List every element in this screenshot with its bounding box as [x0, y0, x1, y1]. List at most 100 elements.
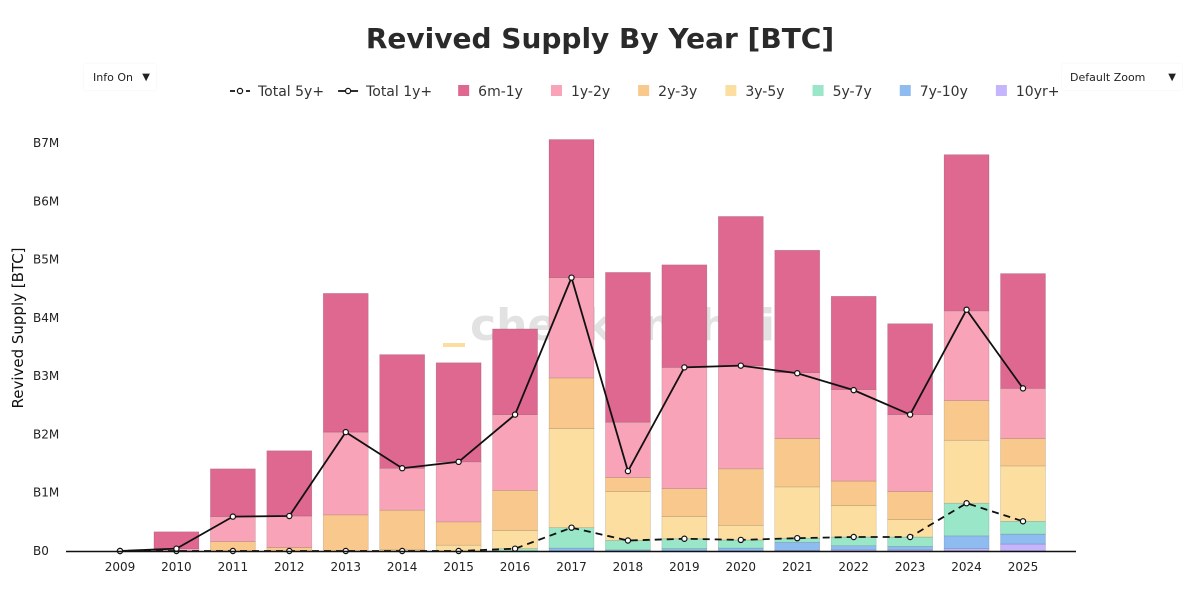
- legend-item-1y-2y: 1y-2y: [550, 84, 610, 100]
- point-total-1y--2012: [286, 512, 293, 520]
- bar-2y-3y-2015: [435, 521, 482, 546]
- point-total-5y--2023: [906, 533, 914, 541]
- point-total-1y--2011: [229, 513, 237, 520]
- legend-marker: [344, 87, 352, 95]
- y-tick-label: B6M: [33, 194, 59, 208]
- bar-6m-1y-2022: [830, 295, 877, 390]
- chevron-down-icon: ▼: [142, 71, 150, 83]
- point-total-5y--2017: [568, 524, 575, 531]
- bar-7y-10y-2024: [943, 535, 990, 549]
- point-total-1y--2019: [681, 364, 688, 371]
- legend-item-6m-1y: 6m-1y: [458, 84, 523, 100]
- y-tick-label: B5M: [33, 253, 59, 267]
- bar-6m-1y-2015: [435, 362, 482, 463]
- x-tick-label: 2025: [1008, 560, 1039, 574]
- bar-2y-3y-2023: [887, 491, 933, 520]
- bar-3y-5y-2022: [830, 505, 877, 538]
- bar-3y-5y-2018: [605, 491, 651, 541]
- y-axis-label: Revived Supply [BTC]: [9, 247, 27, 408]
- point-total-5y--2020: [737, 536, 745, 544]
- bar-6m-1y-2019: [661, 264, 708, 368]
- x-tick-label: 2017: [556, 560, 587, 574]
- chevron-down-icon: ▼: [1168, 71, 1176, 83]
- x-tick-label: 2023: [895, 560, 926, 574]
- bar-2y-3y-2017: [548, 377, 595, 429]
- bar-1y-2y-2011: [210, 516, 256, 542]
- x-tick-label: 2012: [274, 560, 305, 574]
- bar-2y-3y-2025: [1000, 438, 1046, 467]
- bar-2y-3y-2022: [830, 480, 877, 506]
- bar-1y-2y-2025: [1000, 388, 1046, 439]
- legend-swatch: [638, 85, 650, 96]
- x-tick-label: 2019: [669, 560, 700, 574]
- point-total-1y--2010: [173, 545, 180, 552]
- point-total-1y--2020: [737, 362, 745, 369]
- point-total-5y--2018: [624, 537, 632, 544]
- bar-1y-2y-2019: [661, 367, 708, 489]
- bar-6m-1y-2024: [943, 154, 990, 312]
- legend-marker: [236, 87, 244, 95]
- watermark-mark: [443, 343, 465, 347]
- legend-label: 7y-10y: [920, 84, 968, 100]
- x-tick-label: 2015: [443, 560, 474, 574]
- legend-item-2y-3y: 2y-3y: [638, 84, 697, 100]
- bar-6m-1y-2014: [379, 354, 425, 469]
- legend-label: 2y-3y: [658, 84, 697, 100]
- point-total-1y--2025: [1019, 385, 1027, 392]
- legend-swatch: [458, 85, 470, 96]
- bar-7y-10y-2017: [548, 547, 595, 552]
- bar-2y-3y-2014: [379, 509, 425, 551]
- x-tick-label: 2013: [330, 560, 361, 574]
- legend-swatch: [725, 85, 737, 96]
- bar-1y-2y-2021: [774, 372, 821, 439]
- legend-item-10yr-: 10yr+: [995, 84, 1059, 100]
- legend-item-5y-7y: 5y-7y: [812, 84, 872, 100]
- point-total-1y--2024: [963, 306, 970, 313]
- legend-label: 3y-5y: [745, 84, 784, 100]
- bar-3y-5y-2021: [774, 486, 821, 539]
- bar-2y-3y-2013: [322, 514, 369, 552]
- bar-7y-10y-2022: [830, 545, 877, 551]
- bar-1y-2y-2013: [322, 431, 369, 516]
- point-total-1y--2021: [794, 370, 801, 377]
- legend-item-total-5y-: Total 5y+: [230, 84, 324, 100]
- bar-6m-1y-2011: [210, 468, 256, 517]
- bar-2y-3y-2018: [605, 477, 651, 492]
- axes: B0 B1M B2M B3M B4M B5M B6M B7M 2009 2010 2011 2012 2…: [33, 136, 1076, 574]
- bar-7y-10y-2025: [1000, 533, 1046, 545]
- bar-6m-1y-2016: [492, 328, 538, 415]
- legend-label: Total 1y+: [365, 84, 432, 100]
- legend-swatch: [812, 85, 824, 96]
- x-tick-label: 2016: [500, 560, 531, 574]
- info-toggle-dropdown[interactable]: Info On ▼: [84, 64, 156, 90]
- point-total-1y--2015: [455, 458, 462, 466]
- bar-2y-3y-2016: [492, 490, 538, 531]
- y-tick-label: B0: [33, 544, 49, 558]
- bar-6m-1y-2018: [605, 272, 651, 423]
- legend-item-7y-10y: 7y-10y: [899, 84, 968, 100]
- bar-2y-3y-2019: [661, 488, 708, 517]
- bar-3y-5y-2017: [548, 428, 595, 528]
- x-tick-label: 2010: [161, 560, 192, 574]
- point-total-1y--2022: [850, 386, 857, 394]
- bar-6m-1y-2017: [548, 139, 595, 278]
- point-total-1y--2016: [511, 411, 519, 418]
- zoom-dropdown[interactable]: Default Zoom ▼: [1062, 64, 1182, 90]
- y-tick-label: B4M: [33, 311, 59, 325]
- y-tick-label: B3M: [33, 369, 59, 383]
- point-total-5y--2024: [963, 500, 970, 507]
- point-total-1y--2014: [398, 465, 406, 472]
- bar-6m-1y-2021: [774, 249, 821, 373]
- legend-swatch: [550, 85, 562, 96]
- bar-3y-5y-2024: [943, 439, 990, 504]
- bar-7y-10y-2020: [718, 547, 764, 552]
- x-tick-label: 2020: [726, 560, 757, 574]
- legend-swatch: [995, 85, 1007, 96]
- bar-7y-10y-2023: [887, 546, 933, 551]
- bar-1y-2y-2023: [887, 414, 933, 492]
- bar-1y-2y-2022: [830, 389, 877, 482]
- x-tick-label: 2024: [951, 560, 982, 574]
- point-total-5y--2021: [794, 534, 801, 542]
- bar-6m-1y-2023: [887, 323, 933, 415]
